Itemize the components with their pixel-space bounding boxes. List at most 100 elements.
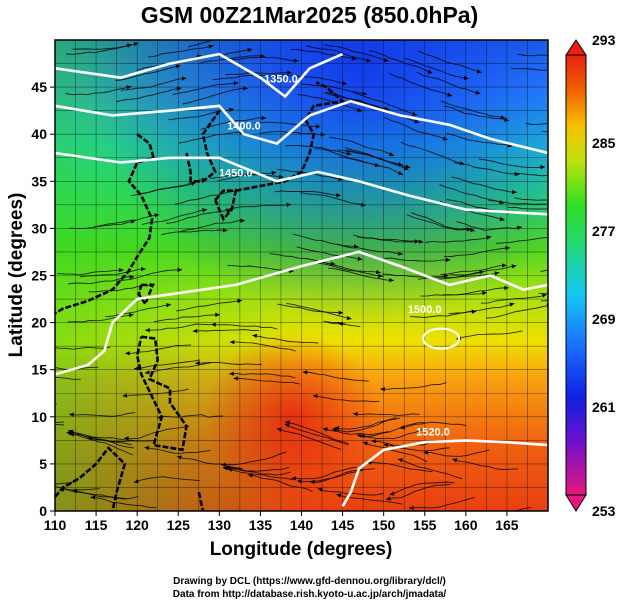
streamline: [69, 220, 136, 229]
streamline-arrow: [129, 274, 135, 280]
streamline-arrow: [374, 162, 380, 168]
streamline: [144, 446, 211, 454]
chart-title: GSM 00Z21Mar2025 (850.0hPa): [140, 2, 479, 28]
streamline-arrow: [360, 433, 365, 439]
streamline-arrow: [403, 166, 409, 171]
streamline: [157, 414, 224, 419]
streamline: [381, 273, 449, 278]
streamline-arrow: [315, 124, 321, 129]
streamline-arrow: [383, 57, 389, 63]
streamline: [290, 48, 357, 60]
streamline: [525, 123, 548, 126]
streamline: [416, 71, 481, 94]
streamline-arrow: [357, 107, 363, 112]
streamline-arrow: [133, 479, 139, 484]
streamline-arrow: [380, 386, 385, 392]
streamline-arrow: [346, 151, 352, 156]
streamline-arrow: [427, 69, 433, 74]
x-tick-label: 140: [290, 517, 314, 533]
streamline-arrow: [124, 436, 129, 441]
coastlines: [55, 81, 346, 511]
wind-streamlines: [15, 31, 592, 511]
y-tick-label: 30: [31, 220, 47, 236]
colorbar-body: [565, 54, 587, 496]
streamline-arrow: [252, 333, 258, 339]
streamline: [277, 303, 344, 314]
streamline: [513, 506, 532, 511]
streamline-arrow: [133, 41, 139, 47]
y-tick-label: 20: [31, 315, 47, 331]
contour-label: 1450.0: [219, 168, 253, 180]
contour-line: [55, 151, 548, 216]
streamline-arrow: [141, 266, 146, 272]
streamline: [309, 468, 376, 483]
streamline-arrow: [550, 201, 555, 205]
streamline: [116, 269, 183, 282]
credit-data: Data from http://database.rish.kyoto-u.a…: [172, 589, 447, 600]
streamline: [93, 214, 160, 228]
temperature-field: 1350.0 1400.0 1450.0 1500.0 1520.0: [15, 31, 592, 511]
colorbar-tick-label: 285: [592, 135, 616, 151]
streamline-arrow: [505, 245, 511, 251]
streamline: [147, 45, 214, 58]
streamline: [296, 246, 363, 261]
streamline-arrow: [540, 164, 546, 170]
contour-line: [55, 250, 548, 376]
streamline: [359, 422, 426, 437]
streamline: [300, 192, 366, 206]
streamline-arrow: [15, 369, 20, 373]
streamline-arrow: [44, 344, 49, 348]
streamline: [87, 437, 155, 442]
streamline-arrow: [144, 445, 150, 451]
streamline: [329, 136, 395, 157]
streamline-arrow: [504, 117, 509, 122]
streamline-arrow: [33, 481, 38, 485]
streamline-arrow: [247, 47, 253, 53]
streamline: [383, 444, 450, 452]
streamline-arrow: [119, 267, 124, 273]
streamline-arrow: [375, 269, 381, 275]
streamline: [353, 413, 420, 416]
streamline-arrow: [445, 257, 451, 263]
streamline-arrow: [452, 458, 458, 463]
streamline-arrow: [176, 86, 182, 91]
streamline-arrow: [240, 218, 245, 223]
streamline-arrow: [411, 111, 417, 116]
streamline-arrow: [69, 432, 74, 437]
streamline: [292, 233, 359, 248]
streamline-arrow: [248, 31, 253, 35]
streamline: [225, 71, 292, 75]
colorbar-tick-label: 253: [592, 503, 616, 519]
streamline: [176, 299, 243, 312]
x-tick-label: 120: [125, 517, 149, 533]
colorbar-tick-label: 269: [592, 311, 616, 327]
streamline-arrow: [291, 476, 297, 481]
streamline: [443, 105, 510, 122]
streamline: [153, 314, 220, 323]
streamline-arrow: [202, 208, 208, 213]
streamline-arrow: [338, 321, 343, 326]
streamline: [362, 441, 428, 463]
streamline-arrow: [587, 118, 592, 122]
streamline-arrow: [405, 164, 411, 169]
streamline-arrow: [195, 360, 200, 366]
streamline: [286, 302, 352, 320]
streamline-arrow: [541, 293, 547, 298]
y-axis-ticks: 0 5 10 15 20 25 30 35 40 45: [31, 79, 55, 519]
streamline: [55, 479, 78, 485]
streamline: [439, 184, 505, 204]
streamline-arrow: [286, 202, 292, 207]
x-tick-label: 115: [85, 517, 108, 533]
streamline-arrow: [463, 75, 469, 81]
streamline: [453, 162, 520, 175]
streamline-arrow: [302, 370, 308, 375]
streamline: [284, 421, 349, 444]
contour-label: 1520.0: [416, 427, 450, 439]
streamline: [440, 100, 506, 119]
streamline-arrow: [247, 473, 253, 478]
streamline-arrow: [476, 69, 482, 74]
streamline: [67, 314, 134, 323]
streamline-arrow: [126, 85, 132, 90]
y-tick-label: 10: [31, 409, 47, 425]
streamline: [409, 496, 475, 509]
